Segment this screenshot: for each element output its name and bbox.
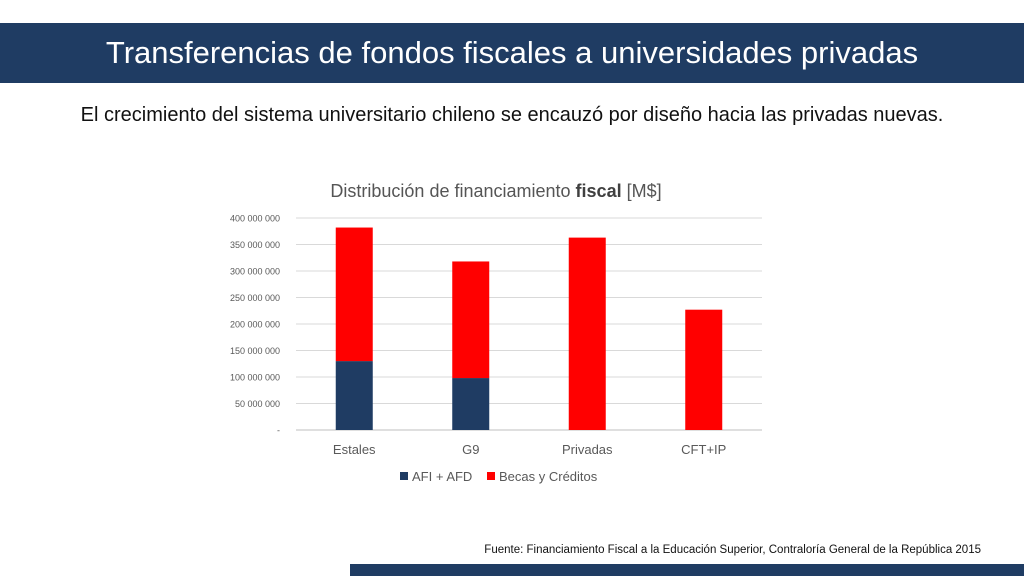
bar-afi-afd: [452, 378, 490, 430]
x-tick-label: G9: [462, 442, 479, 457]
slide-title: Transferencias de fondos fiscales a univ…: [105, 35, 919, 70]
source-note: Fuente: Financiamiento Fiscal a la Educa…: [484, 544, 981, 556]
y-tick-label: 400 000 000: [230, 214, 280, 224]
y-tick-label: 200 000 000: [230, 320, 280, 330]
y-tick-label: 350 000 000: [230, 240, 280, 250]
y-tick-label: -: [277, 426, 280, 436]
y-tick-label: 250 000 000: [230, 293, 280, 303]
legend-becas-creditos-label: Becas y Créditos: [499, 469, 598, 484]
x-tick-label: CFT+IP: [681, 442, 726, 457]
slide-subtitle: El crecimiento del sistema universitario…: [80, 104, 944, 126]
chart-title-suffix: [M$]: [621, 181, 662, 201]
bar-becas-creditos: [685, 309, 723, 430]
bar-afi-afd: [335, 361, 373, 430]
title-bar: Transferencias de fondos fiscales a univ…: [0, 23, 1024, 83]
x-tick-label: Privadas: [562, 442, 613, 457]
bar-becas-creditos: [335, 227, 373, 362]
y-tick-label: 300 000 000: [230, 267, 280, 277]
chart-title: Distribución de financiamiento fiscal [M…: [230, 181, 762, 202]
bar-becas-creditos: [568, 237, 606, 430]
chart-title-bold: fiscal: [575, 181, 622, 201]
bar-becas-creditos: [452, 261, 490, 379]
y-tick-label: 50 000 000: [235, 399, 280, 409]
x-tick-label: Estales: [333, 442, 376, 457]
chart-title-prefix: Distribución de financiamiento: [330, 181, 576, 201]
y-tick-label: 150 000 000: [230, 346, 280, 356]
legend-becas-creditos-swatch: [487, 472, 495, 480]
bottom-bar: [350, 564, 1024, 576]
legend-afi-afd-swatch: [400, 472, 408, 480]
legend-afi-afd-label: AFI + AFD: [412, 469, 472, 484]
y-tick-label: 100 000 000: [230, 373, 280, 383]
